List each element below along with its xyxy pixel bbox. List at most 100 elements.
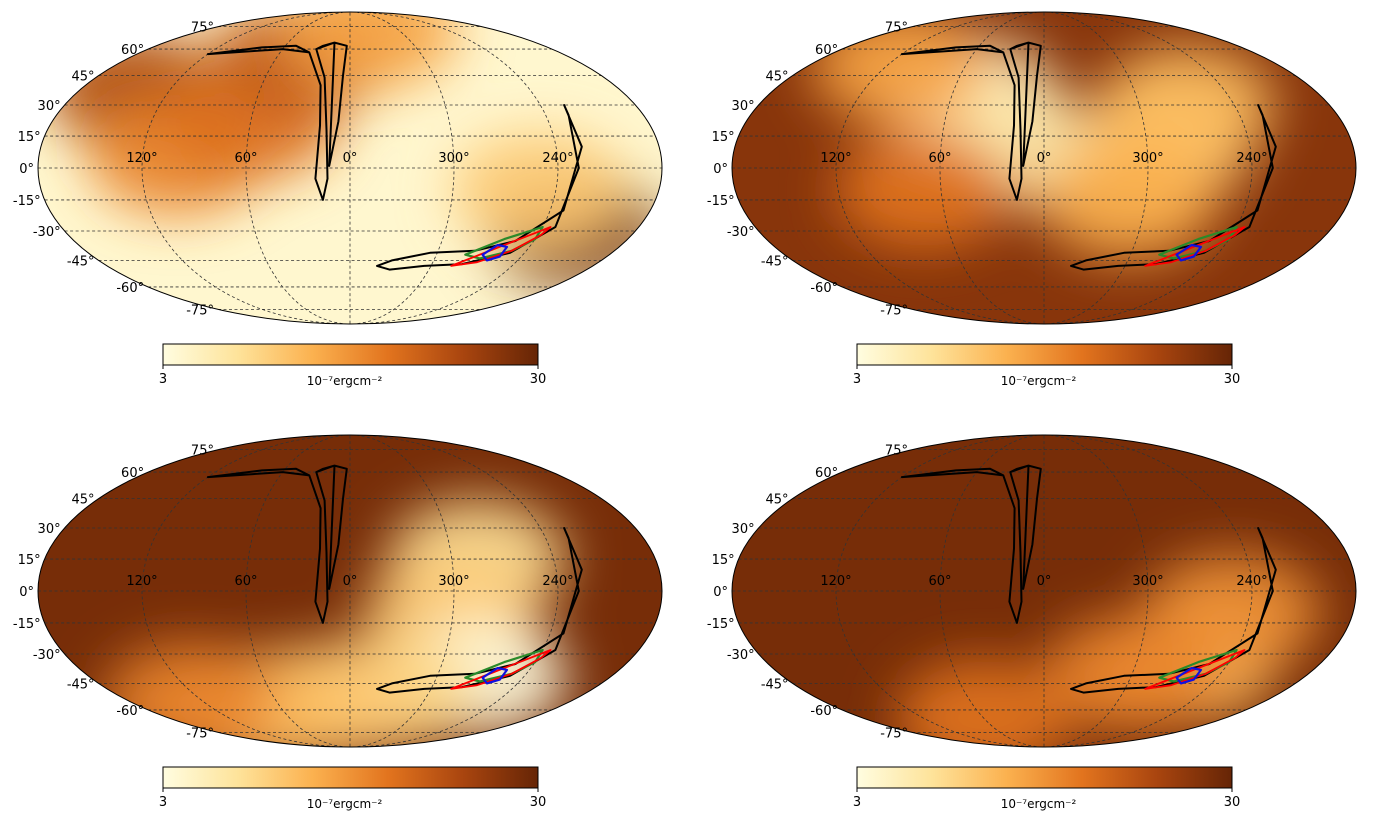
latitude-label: -75° — [186, 303, 214, 318]
skymap-top-left: 120° 60° 0° 300° 240° 75° 60° 45° 30° 15° 0° -15° -3… — [13, 11, 663, 388]
latitude-label: -75° — [186, 726, 214, 741]
latitude-label: -15° — [13, 194, 41, 209]
latitude-label: -75° — [880, 726, 908, 741]
contour-black — [1070, 527, 1277, 694]
longitude-label: 60° — [234, 574, 257, 589]
longitude-label: 120° — [126, 151, 157, 166]
colorbar-min-label: 3 — [159, 795, 167, 810]
latitude-label: 75° — [885, 444, 908, 459]
meridian-line — [1058, 435, 1253, 747]
latitude-label: 15° — [18, 130, 41, 145]
meridian-line — [835, 435, 1030, 747]
latitude-label: 60° — [815, 43, 838, 58]
latitude-label: 30° — [38, 99, 61, 114]
latitude-label: 60° — [121, 43, 144, 58]
map-outline — [37, 434, 663, 748]
meridian-line — [1058, 12, 1253, 324]
longitude-label: 240° — [1236, 574, 1267, 589]
panel-bottom-right: 120° 60° 0° 300° 240° 75° 60° 45° 30° 15° 0° -15° -3… — [694, 423, 1374, 833]
map-outline — [731, 11, 1357, 325]
contour-black — [1070, 104, 1277, 271]
meridian-line — [1051, 12, 1149, 324]
latitude-label: -30° — [727, 648, 755, 663]
latitude-label: -45° — [67, 677, 95, 692]
contour-blue — [481, 243, 509, 262]
colorbar — [162, 766, 539, 789]
longitude-label: 240° — [1236, 151, 1267, 166]
colorbar — [856, 343, 1233, 366]
colorbar-unit-label: 10⁻⁷ergcm⁻² — [1001, 797, 1077, 811]
map-blobs — [811, 12, 1275, 258]
meridian-line — [245, 435, 343, 747]
colorbar-unit-label: 10⁻⁷ergcm⁻² — [307, 797, 383, 811]
latitude-label: -30° — [33, 648, 61, 663]
longitude-label: 300° — [1132, 574, 1163, 589]
panel-top-right: 120° 60° 0° 300° 240° 75° 60° 45° 30° 15° 0° -15° -3… — [694, 0, 1374, 410]
fluence-blob — [1044, 615, 1221, 732]
panel-top-left: 120° 60° 0° 300° 240° 75° 60° 45° 30° 15° 0° -15° -3… — [0, 0, 687, 410]
latitude-label: 75° — [885, 21, 908, 36]
latitude-label: -60° — [810, 281, 838, 296]
map-outline — [731, 434, 1357, 748]
graticule — [38, 12, 662, 324]
longitude-label: 60° — [928, 151, 951, 166]
latitude-label: 45° — [72, 70, 95, 85]
colorbar-max-label: 30 — [1224, 372, 1241, 387]
latitude-label: -60° — [116, 704, 144, 719]
meridian-line — [141, 435, 336, 747]
colorbar-max-label: 30 — [1224, 795, 1241, 810]
latitude-label: 0° — [19, 162, 34, 177]
colorbar-min-label: 3 — [159, 372, 167, 387]
contour-black — [206, 464, 348, 624]
meridian-line — [835, 12, 1030, 324]
latitude-label: -15° — [13, 617, 41, 632]
latitude-label: 45° — [72, 493, 95, 508]
latitude-label: 30° — [732, 522, 755, 537]
contour-blue — [1175, 243, 1203, 262]
latitude-label: -45° — [761, 677, 789, 692]
latitude-label: -15° — [707, 617, 735, 632]
contour-black — [900, 41, 1042, 201]
contour-red — [450, 226, 552, 267]
latitude-label: 75° — [191, 21, 214, 36]
colorbar-max-label: 30 — [530, 372, 547, 387]
longitude-label: 120° — [820, 151, 851, 166]
latitude-label: 75° — [191, 444, 214, 459]
longitude-label: 0° — [1037, 574, 1052, 589]
latitude-label: 30° — [38, 522, 61, 537]
latitude-label: 15° — [18, 553, 41, 568]
contour-black — [206, 41, 348, 201]
graticule — [38, 435, 662, 747]
longitude-label: 120° — [820, 574, 851, 589]
latitude-label: 0° — [713, 162, 728, 177]
skymap-bottom-left: 120° 60° 0° 300° 240° 75° 60° 45° 30° 15° 0° -15° -3… — [13, 434, 663, 811]
latitude-label: -15° — [707, 194, 735, 209]
fluence-blob — [450, 131, 627, 248]
colorbar-unit-label: 10⁻⁷ergcm⁻² — [307, 374, 383, 388]
contour-black — [376, 527, 583, 694]
map-outline — [37, 11, 663, 325]
latitude-label: -45° — [67, 254, 95, 269]
latitude-label: 60° — [815, 466, 838, 481]
latitude-label: 0° — [19, 585, 34, 600]
longitude-label: 300° — [438, 151, 469, 166]
longitude-label: 300° — [438, 574, 469, 589]
fluence-blob — [1098, 46, 1275, 163]
latitude-label: 45° — [766, 493, 789, 508]
colorbar — [856, 766, 1233, 789]
longitude-label: 120° — [126, 574, 157, 589]
skymap-top-right: 120° 60° 0° 300° 240° 75° 60° 45° 30° 15° 0° -15° -3… — [707, 11, 1357, 388]
meridian-line — [141, 12, 336, 324]
latitude-label: 45° — [766, 70, 789, 85]
meridian-line — [364, 435, 559, 747]
meridian-line — [245, 12, 343, 324]
colorbar — [162, 343, 539, 366]
meridian-line — [939, 435, 1037, 747]
longitude-label: 0° — [343, 151, 358, 166]
colorbar-max-label: 30 — [530, 795, 547, 810]
meridian-line — [1051, 435, 1149, 747]
latitude-label: -60° — [810, 704, 838, 719]
contour-red — [1144, 649, 1246, 690]
latitude-label: 15° — [712, 553, 735, 568]
